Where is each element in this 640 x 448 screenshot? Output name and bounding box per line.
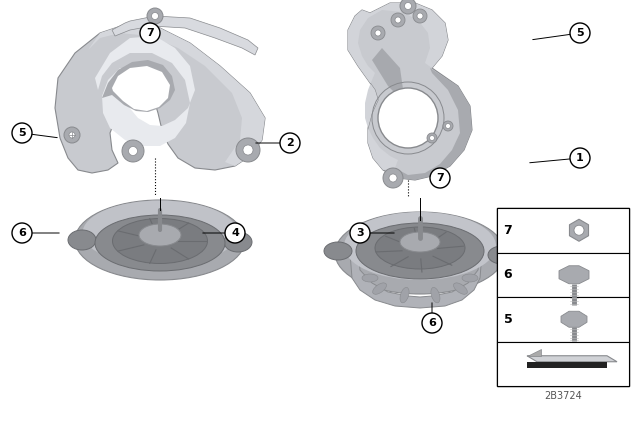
Circle shape bbox=[350, 223, 370, 243]
Circle shape bbox=[443, 121, 453, 131]
Ellipse shape bbox=[324, 242, 352, 260]
Text: 2: 2 bbox=[286, 138, 294, 148]
Text: 5: 5 bbox=[504, 313, 513, 326]
Circle shape bbox=[225, 223, 245, 243]
Polygon shape bbox=[95, 36, 195, 146]
Polygon shape bbox=[348, 3, 448, 170]
Ellipse shape bbox=[335, 212, 505, 294]
Circle shape bbox=[383, 168, 403, 188]
Circle shape bbox=[413, 9, 427, 23]
Text: 5: 5 bbox=[576, 28, 584, 38]
Circle shape bbox=[391, 13, 405, 27]
Ellipse shape bbox=[139, 224, 181, 246]
Circle shape bbox=[280, 133, 300, 153]
Ellipse shape bbox=[83, 201, 237, 266]
Circle shape bbox=[140, 23, 160, 43]
Circle shape bbox=[422, 313, 442, 333]
Ellipse shape bbox=[488, 246, 516, 264]
Circle shape bbox=[64, 127, 80, 143]
Text: 7: 7 bbox=[146, 28, 154, 38]
Polygon shape bbox=[561, 311, 587, 327]
Text: 1: 1 bbox=[576, 153, 584, 163]
Polygon shape bbox=[350, 250, 482, 308]
Circle shape bbox=[152, 13, 159, 20]
Circle shape bbox=[389, 174, 397, 182]
Circle shape bbox=[429, 135, 435, 141]
Circle shape bbox=[12, 123, 32, 143]
Polygon shape bbox=[527, 356, 617, 362]
Circle shape bbox=[375, 30, 381, 36]
Polygon shape bbox=[527, 349, 541, 356]
Text: 6: 6 bbox=[504, 268, 512, 281]
Polygon shape bbox=[372, 48, 405, 103]
Text: 6: 6 bbox=[18, 228, 26, 238]
Polygon shape bbox=[102, 60, 175, 112]
Circle shape bbox=[417, 13, 423, 19]
Circle shape bbox=[378, 88, 438, 148]
Circle shape bbox=[445, 124, 451, 129]
Ellipse shape bbox=[375, 227, 465, 269]
Circle shape bbox=[122, 140, 144, 162]
Bar bbox=[497, 253, 629, 297]
Text: 7: 7 bbox=[436, 173, 444, 183]
Polygon shape bbox=[88, 23, 265, 166]
Circle shape bbox=[570, 23, 590, 43]
Polygon shape bbox=[348, 3, 472, 180]
Circle shape bbox=[69, 132, 75, 138]
Text: 5: 5 bbox=[18, 128, 26, 138]
Ellipse shape bbox=[462, 274, 478, 282]
Bar bbox=[497, 297, 629, 341]
Circle shape bbox=[12, 223, 32, 243]
Circle shape bbox=[243, 145, 253, 155]
Text: 3: 3 bbox=[356, 228, 364, 238]
Ellipse shape bbox=[454, 262, 467, 273]
Text: 7: 7 bbox=[504, 224, 513, 237]
Circle shape bbox=[404, 3, 412, 9]
Circle shape bbox=[574, 225, 584, 235]
Circle shape bbox=[147, 8, 163, 24]
Ellipse shape bbox=[400, 253, 409, 269]
Ellipse shape bbox=[431, 288, 440, 303]
Bar bbox=[497, 341, 629, 386]
Bar bbox=[497, 208, 629, 253]
Circle shape bbox=[236, 138, 260, 162]
Polygon shape bbox=[112, 66, 170, 111]
Circle shape bbox=[371, 26, 385, 40]
Polygon shape bbox=[559, 266, 589, 284]
Circle shape bbox=[570, 148, 590, 168]
Text: 6: 6 bbox=[428, 318, 436, 328]
Text: 2B3724: 2B3724 bbox=[544, 391, 582, 401]
Ellipse shape bbox=[362, 274, 378, 282]
Polygon shape bbox=[55, 23, 265, 173]
Polygon shape bbox=[395, 68, 472, 180]
Ellipse shape bbox=[400, 288, 409, 303]
Ellipse shape bbox=[113, 219, 207, 263]
Circle shape bbox=[129, 146, 138, 155]
Polygon shape bbox=[527, 362, 607, 368]
FancyBboxPatch shape bbox=[497, 208, 629, 386]
Ellipse shape bbox=[224, 232, 252, 252]
Ellipse shape bbox=[356, 223, 484, 279]
Polygon shape bbox=[570, 219, 589, 241]
Circle shape bbox=[427, 133, 437, 143]
Ellipse shape bbox=[75, 200, 245, 280]
Circle shape bbox=[400, 0, 416, 14]
Ellipse shape bbox=[400, 232, 440, 252]
Polygon shape bbox=[112, 16, 258, 55]
Text: 4: 4 bbox=[231, 228, 239, 238]
Ellipse shape bbox=[68, 230, 96, 250]
Ellipse shape bbox=[454, 283, 467, 294]
Ellipse shape bbox=[344, 212, 496, 280]
Circle shape bbox=[430, 168, 450, 188]
Ellipse shape bbox=[95, 215, 225, 271]
Ellipse shape bbox=[372, 262, 387, 273]
Circle shape bbox=[395, 17, 401, 23]
Ellipse shape bbox=[431, 253, 440, 269]
Ellipse shape bbox=[372, 283, 387, 294]
